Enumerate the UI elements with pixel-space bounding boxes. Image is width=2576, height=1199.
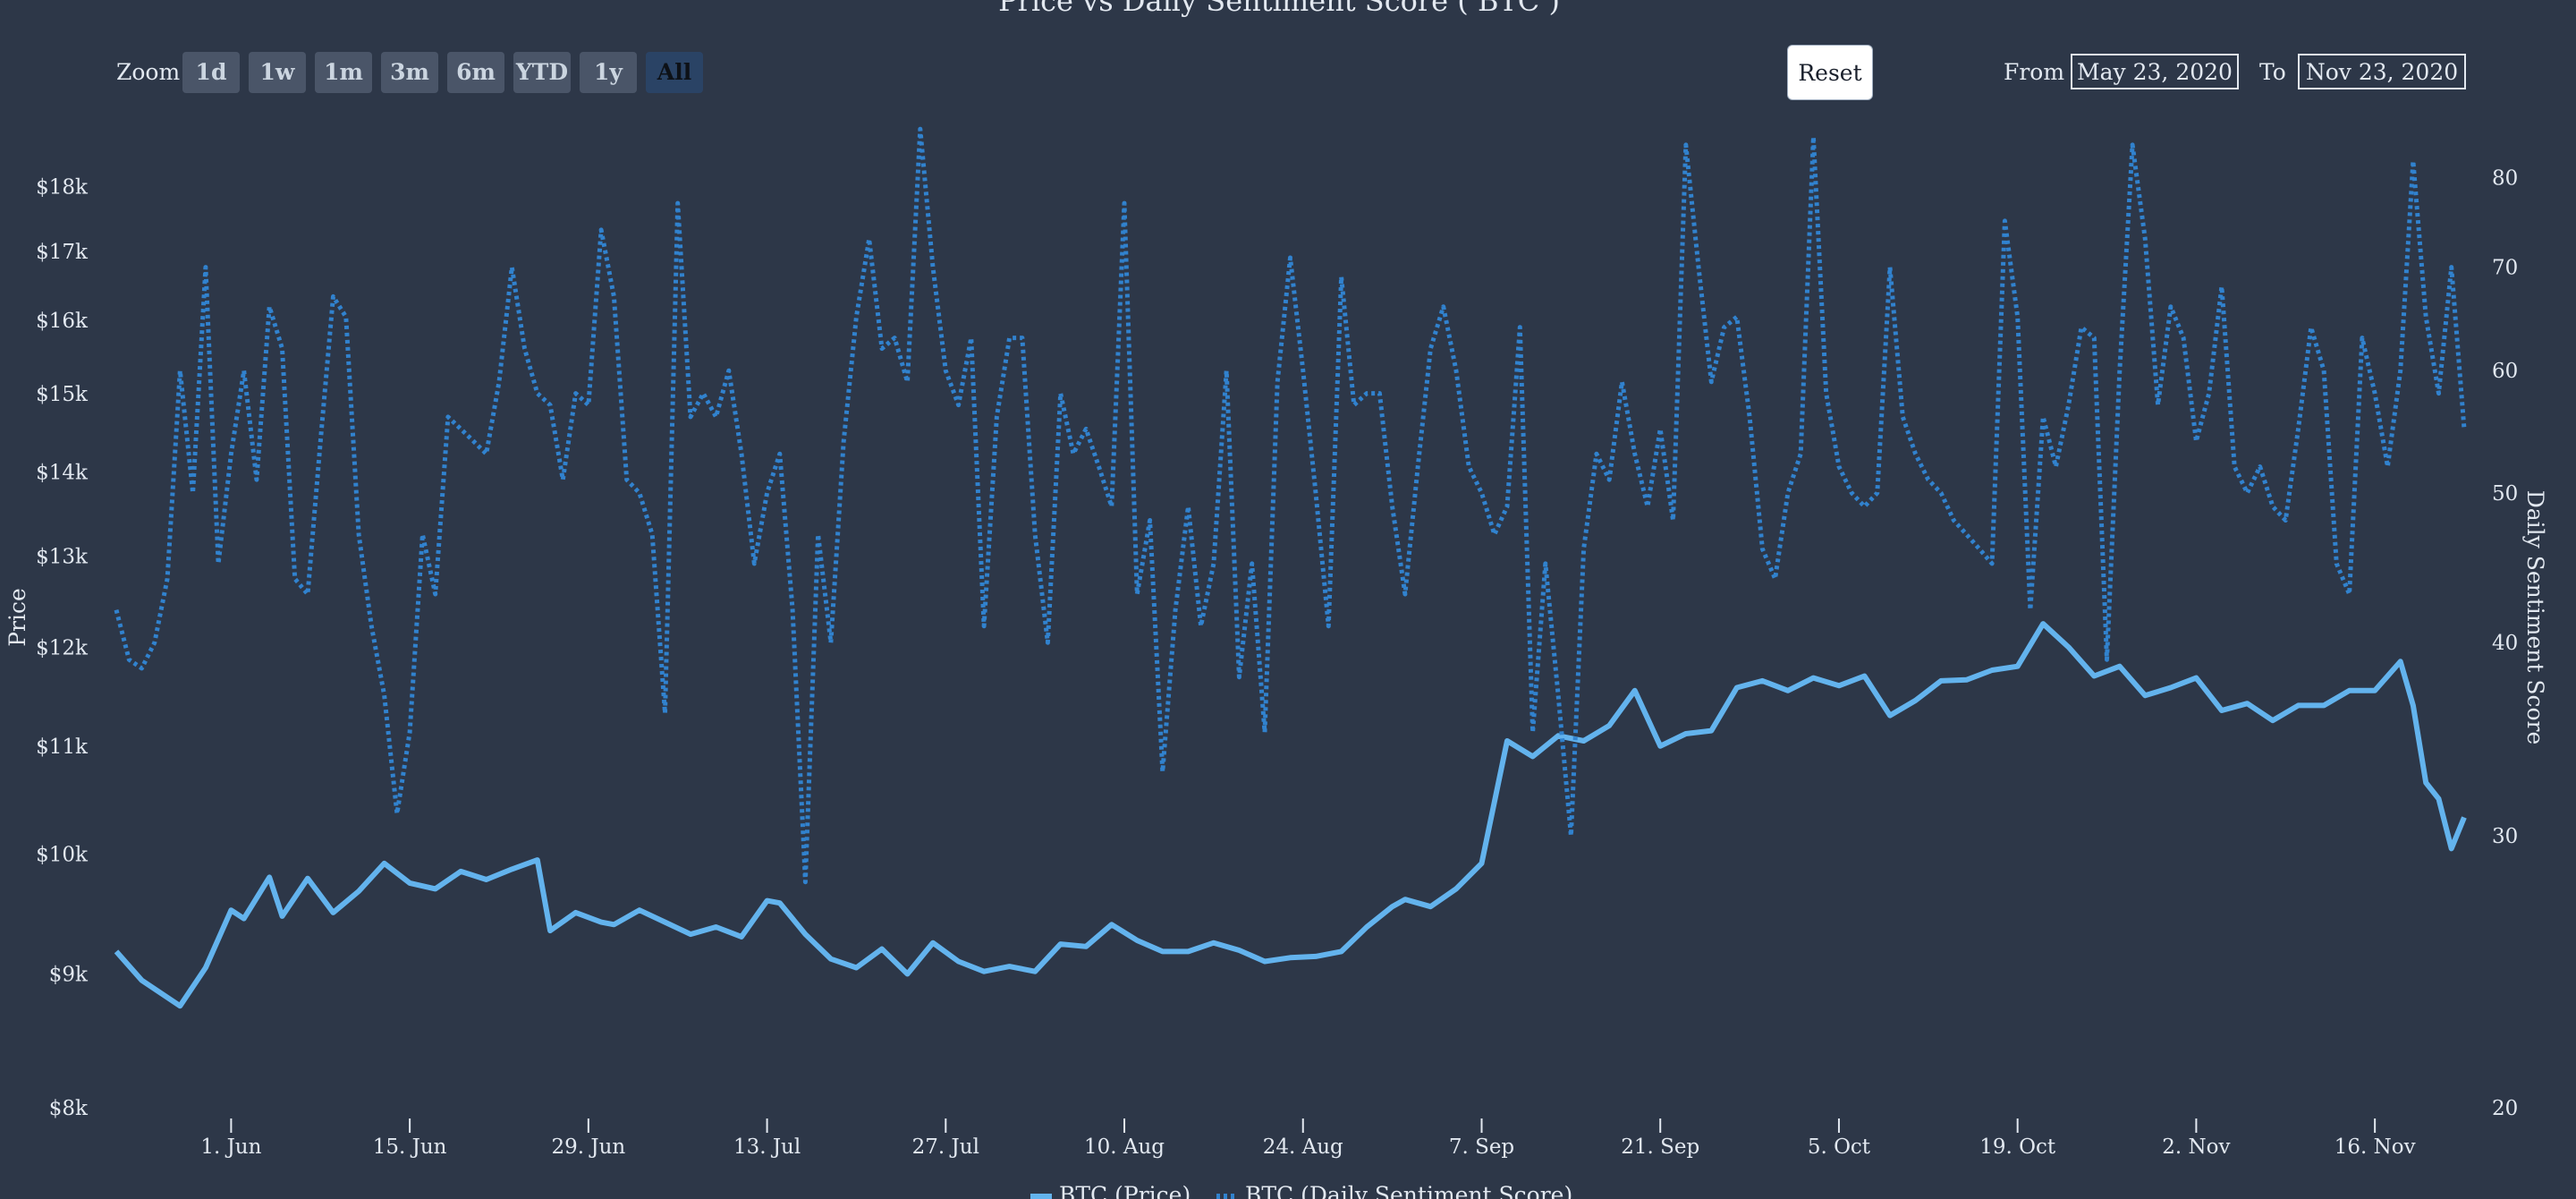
series-layer (114, 126, 2467, 1009)
from-date-input[interactable] (2071, 54, 2239, 89)
to-date-input[interactable] (2298, 54, 2466, 89)
zoom-ytd-button[interactable]: YTD (513, 52, 571, 93)
from-label: From (2004, 59, 2065, 85)
price-tick-label: $15k (36, 383, 89, 406)
x-tick-label: 7. Sep (1449, 1135, 1514, 1159)
chart-title: Price vs Daily Sentiment Score ( BTC ) (998, 0, 1560, 18)
left-axis-title: Price (4, 588, 30, 647)
sentiment-tick-label: 80 (2492, 166, 2518, 190)
zoom-1d-button[interactable]: 1d (182, 52, 240, 93)
zoom-1m-button[interactable]: 1m (315, 52, 372, 93)
x-tick-label: 29. Jun (551, 1135, 625, 1159)
sentiment-tick-label: 50 (2492, 482, 2518, 506)
x-tick-label: 10. Aug (1084, 1135, 1165, 1159)
sentiment-tick-label: 60 (2492, 360, 2518, 383)
sentiment-tick-label: 20 (2492, 1097, 2518, 1120)
price-tick-label: $13k (36, 546, 89, 569)
sentiment-series-line[interactable] (114, 126, 2467, 885)
x-tick-label: 2. Nov (2162, 1135, 2230, 1159)
price-tick-label: $8k (49, 1097, 89, 1120)
legend-item-price[interactable]: BTC (Price) (1059, 1182, 1191, 1199)
price-tick-label: $11k (36, 736, 89, 759)
right-axis-title: Daily Sentiment Score (2522, 490, 2548, 745)
zoom-6m-button[interactable]: 6m (447, 52, 504, 93)
x-tick-label: 1. Jun (200, 1135, 261, 1159)
zoom-all-button[interactable]: All (646, 52, 703, 93)
x-tick-label: 5. Oct (1808, 1135, 1871, 1159)
x-tick-label: 13. Jul (733, 1135, 801, 1159)
x-tick-label: 21. Sep (1621, 1135, 1699, 1159)
price-tick-label: $18k (36, 176, 89, 200)
zoom-label: Zoom (116, 59, 181, 85)
price-tick-label: $10k (36, 844, 89, 867)
price-tick-label: $12k (36, 636, 89, 659)
price-tick-label: $17k (36, 241, 89, 264)
to-label: To (2259, 59, 2286, 85)
zoom-1w-button[interactable]: 1w (249, 52, 306, 93)
x-tick-label: 27. Jul (912, 1135, 979, 1159)
price-tick-label: $14k (36, 462, 89, 485)
right-sentiment-axis: 20 30 40 50 60 70 80 (2492, 166, 2518, 1120)
price-tick-label: $16k (36, 310, 89, 333)
zoom-1y-button[interactable]: 1y (580, 52, 637, 93)
sentiment-tick-label: 30 (2492, 825, 2518, 848)
x-tick-label: 24. Aug (1263, 1135, 1343, 1159)
sentiment-tick-label: 70 (2492, 257, 2518, 280)
price-tick-label: $9k (49, 963, 89, 986)
x-date-axis: 1. Jun 15. Jun 29. Jun 13. Jul 27. Jul 10. Au… (200, 1118, 2416, 1159)
x-tick-label: 19. Oct (1979, 1135, 2056, 1159)
x-tick-label: 15. Jun (373, 1135, 447, 1159)
reset-button[interactable]: Reset (1787, 45, 1873, 100)
legend-item-sentiment[interactable]: BTC (Daily Sentiment Score) (1245, 1182, 1572, 1199)
price-series-line[interactable] (114, 621, 2467, 1009)
legend: BTC (Price) BTC (Daily Sentiment Score) (1030, 1182, 1572, 1199)
sentiment-tick-label: 40 (2492, 632, 2518, 655)
zoom-3m-button[interactable]: 3m (381, 52, 438, 93)
x-tick-label: 16. Nov (2334, 1135, 2416, 1159)
left-price-axis: $8k $9k $10k $11k $12k $13k $14k $15k $16k $17k $1… (36, 176, 89, 1120)
